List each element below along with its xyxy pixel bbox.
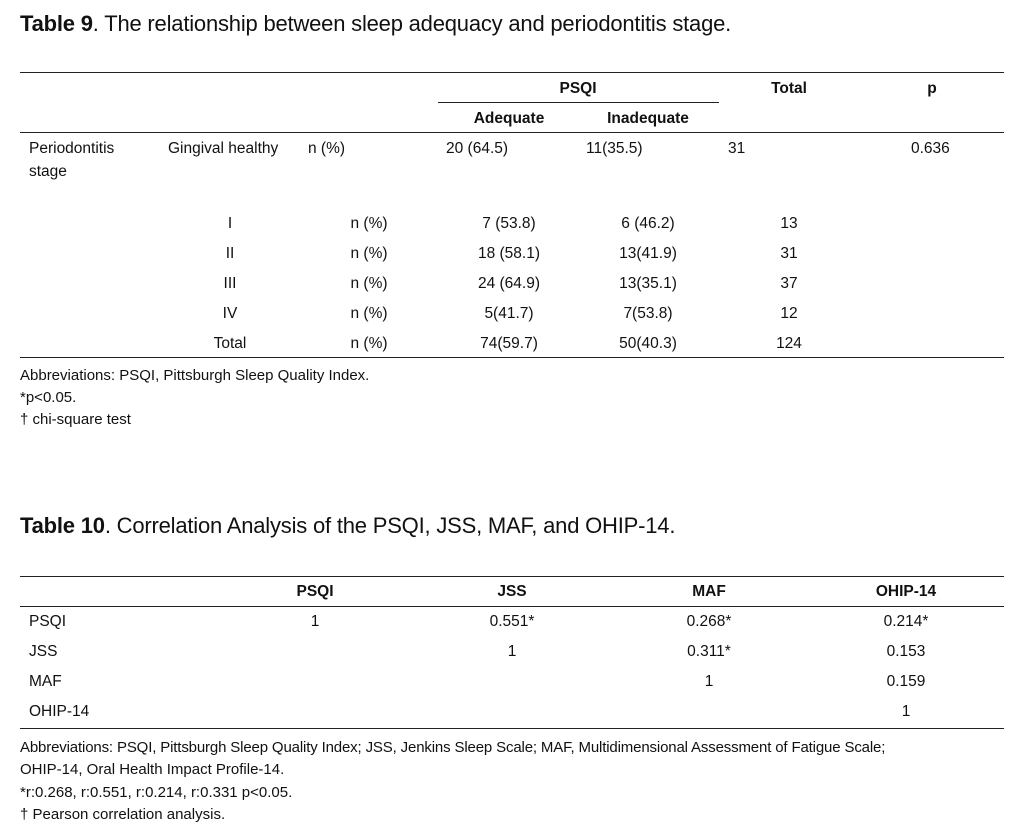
- table9-row0-stat: n (%): [308, 140, 346, 157]
- table10-row1-ohip: 0.153: [886, 643, 926, 660]
- table9-header-p: p: [927, 80, 937, 97]
- table10-row1-maf: 0.311*: [687, 643, 731, 660]
- table9-header-psqi: PSQI: [559, 80, 597, 97]
- table10-header-psqi: PSQI: [296, 583, 334, 600]
- table10-note-significance: *r:0.268, r:0.551, r:0.214, r:0.331 p<0.…: [20, 784, 293, 801]
- table10-row3-name: OHIP-14: [29, 703, 90, 720]
- table9-row3-total: 37: [780, 275, 798, 292]
- table10-row1-name: JSS: [29, 643, 58, 660]
- table10-row2-ohip: 0.159: [886, 673, 926, 690]
- table9-row4-stage: IV: [222, 305, 238, 322]
- table10-row3-ohip: 1: [901, 703, 911, 720]
- table9-stage-label-line1: Periodontitis: [29, 140, 115, 157]
- table9-bottom-rule: [20, 357, 1004, 358]
- table9-row0-inadequate: 11(35.5): [586, 140, 643, 157]
- table9-stage-label-line2: stage: [29, 163, 67, 180]
- table10-header-rule: [20, 606, 1004, 607]
- table9-note-abbrev: Abbreviations: PSQI, Pittsburgh Sleep Qu…: [20, 367, 370, 384]
- table9-row2-inadequate: 13(41.9): [619, 245, 677, 262]
- table9-title: Table 9. The relationship between sleep …: [20, 11, 731, 37]
- table10-row2-maf: 1: [704, 673, 714, 690]
- table10-header-ohip: OHIP-14: [875, 583, 937, 600]
- table9-row1-inadequate: 6 (46.2): [621, 215, 675, 232]
- table9-row3-stage: III: [223, 275, 237, 292]
- table10-header-jss: JSS: [497, 583, 527, 600]
- table10-row0-name: PSQI: [29, 613, 67, 630]
- table9-psqi-underline: [438, 102, 719, 103]
- table10-note-abbrev-line2: OHIP-14, Oral Health Impact Profile-14.: [20, 761, 285, 778]
- table9-row1-stat: n (%): [350, 215, 388, 232]
- table9-row2-stat: n (%): [350, 245, 388, 262]
- table10-top-rule: [20, 576, 1004, 577]
- table9-row4-total: 12: [780, 305, 798, 322]
- table9-label: Table 9: [20, 11, 93, 36]
- table10-row0-maf: 0.268*: [686, 613, 732, 630]
- table9-row1-stage: I: [227, 215, 233, 232]
- table9-row4-adequate: 5(41.7): [484, 305, 534, 322]
- table9-row0-p: 0.636: [911, 140, 950, 157]
- table9-row1-adequate: 7 (53.8): [482, 215, 536, 232]
- table10-note-abbrev-line1: Abbreviations: PSQI, Pittsburgh Sleep Qu…: [20, 739, 886, 756]
- table9-caption: . The relationship between sleep adequac…: [92, 11, 732, 36]
- table9-note-significance: *p<0.05.: [20, 389, 77, 406]
- table9-row1-total: 13: [780, 215, 798, 232]
- table9-header-total: Total: [771, 80, 807, 97]
- table9-row5-stage: Total: [213, 335, 247, 352]
- table10-row0-ohip: 0.214*: [883, 613, 929, 630]
- table9-row2-total: 31: [780, 245, 798, 262]
- table10-title: Table 10. Correlation Analysis of the PS…: [20, 513, 675, 539]
- table9-row5-stat: n (%): [350, 335, 388, 352]
- table9-row0-total: 31: [728, 140, 746, 157]
- table9-row2-adequate: 18 (58.1): [477, 245, 541, 262]
- table9-row2-stage: II: [225, 245, 235, 262]
- table10-row0-psqi: 1: [310, 613, 320, 630]
- table9-top-rule: [20, 72, 1004, 73]
- table9-header-inadequate: Inadequate: [607, 110, 689, 127]
- table10-header-maf: MAF: [692, 583, 726, 600]
- table9-note-test: † chi-square test: [20, 411, 131, 428]
- table9-row4-inadequate: 7(53.8): [623, 305, 673, 322]
- table10-row2-name: MAF: [29, 673, 62, 690]
- table9-row3-stat: n (%): [350, 275, 388, 292]
- table9-row5-adequate: 74(59.7): [480, 335, 538, 352]
- table9-header-rule: [20, 132, 1004, 133]
- table10-label: Table 10: [20, 513, 105, 538]
- table10-row0-jss: 0.551*: [489, 613, 535, 630]
- table9-row5-total: 124: [776, 335, 802, 352]
- table9-row0-stage: Gingival healthy: [168, 140, 279, 157]
- table10-caption: . Correlation Analysis of the PSQI, JSS,…: [104, 513, 676, 538]
- table9-row4-stat: n (%): [350, 305, 388, 322]
- table9-row0-adequate: 20 (64.5): [446, 140, 509, 157]
- table10-row1-jss: 1: [507, 643, 517, 660]
- table9-row3-inadequate: 13(35.1): [619, 275, 677, 292]
- table10-bottom-rule: [20, 728, 1004, 729]
- table9-header-adequate: Adequate: [473, 110, 545, 127]
- table10-note-test: † Pearson correlation analysis.: [20, 806, 226, 823]
- table9-row3-adequate: 24 (64.9): [477, 275, 541, 292]
- table9-row5-inadequate: 50(40.3): [619, 335, 677, 352]
